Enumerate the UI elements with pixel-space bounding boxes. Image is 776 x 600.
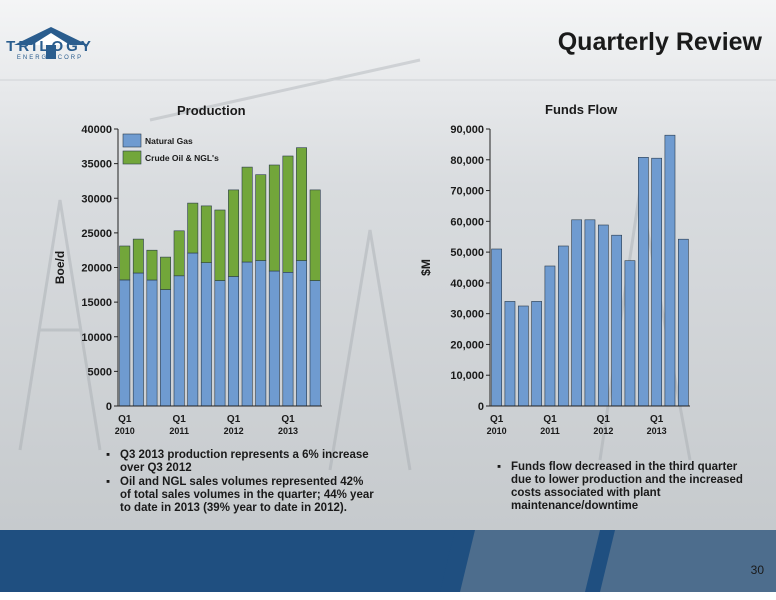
bar-s1-q2-2010 — [504, 301, 516, 407]
y-tick-label: 60,000 — [450, 216, 484, 228]
x-tick-quarter: Q1 — [490, 414, 504, 425]
bar-s1-q2-2013 — [664, 134, 676, 407]
y-tick-label: 20,000 — [450, 339, 484, 351]
bottom-photo-strip — [455, 530, 776, 592]
bar-s1-q1-2010 — [491, 248, 503, 407]
y-tick-label: 25000 — [81, 228, 112, 240]
bar-s2-q2-2013 — [296, 147, 307, 261]
x-tick-quarter: Q1 — [650, 414, 664, 425]
y-tick-label: 10000 — [81, 332, 112, 344]
y-tick-label: 40,000 — [450, 278, 484, 290]
y-tick-label: 15000 — [81, 297, 112, 309]
funds-flow-bullets: Funds flow decreased in the third quarte… — [497, 461, 757, 514]
x-tick-quarter: Q1 — [543, 414, 557, 425]
bar-s2-q4-2012 — [268, 164, 280, 272]
x-tick-year: 2011 — [540, 426, 560, 436]
x-tick-quarter: Q1 — [597, 414, 611, 425]
legend-label: Crude Oil & NGL's — [145, 153, 219, 163]
bar-s1-q1-2011 — [544, 265, 556, 407]
funds-flow-bullet-1: Funds flow decreased in the third quarte… — [497, 461, 757, 513]
bar-s1-q4-2011 — [584, 219, 596, 407]
bar-s2-q3-2011 — [200, 205, 212, 263]
y-tick-label: 30,000 — [450, 309, 484, 321]
y-axis-label: Boe/d — [53, 251, 67, 284]
x-tick-year: 2010 — [487, 426, 507, 436]
legend-swatch — [122, 133, 142, 148]
y-axis-label: $M — [419, 259, 433, 276]
x-tick-year: 2010 — [115, 426, 135, 436]
bar-s2-q1-2012 — [228, 189, 239, 277]
x-tick-year: 2013 — [278, 426, 298, 436]
legend-swatch — [122, 150, 142, 165]
bar-s2-q4-2011 — [214, 209, 226, 281]
x-tick-year: 2011 — [169, 426, 189, 436]
y-tick-label: 20000 — [81, 263, 112, 275]
logo-subtitle: ENERGY CORP — [16, 55, 84, 61]
legend-label: Natural Gas — [145, 136, 193, 146]
y-tick-label: 70,000 — [450, 186, 484, 198]
bar-s1-q4-2010 — [531, 301, 542, 407]
bar-s2-q3-2012 — [255, 174, 267, 261]
bar-s2-q2-2011 — [187, 202, 199, 254]
x-tick-quarter: Q1 — [227, 414, 241, 425]
bar-s1-q3-2011 — [571, 219, 582, 407]
x-tick-quarter: Q1 — [173, 414, 187, 425]
bar-s1-q4-2012 — [637, 157, 649, 407]
y-tick-label: 5000 — [88, 366, 112, 378]
y-tick-label: 90,000 — [450, 124, 484, 136]
bar-s1-q1-2012 — [597, 224, 609, 407]
bar-s2-q2-2012 — [241, 166, 253, 263]
bar-s1-q1-2013 — [651, 157, 662, 407]
bar-s2-q3-2010 — [146, 249, 158, 281]
bar-s1-q2-2011 — [557, 245, 569, 407]
y-tick-label: 80,000 — [450, 155, 484, 167]
y-tick-label: 40000 — [81, 124, 112, 136]
y-tick-label: 30000 — [81, 193, 112, 205]
bar-s1-q3-2012 — [624, 260, 636, 407]
y-tick-label: 0 — [478, 401, 484, 413]
x-tick-quarter: Q1 — [118, 414, 132, 425]
bar-s2-q1-2013 — [282, 155, 294, 273]
production-bullets: Q3 2013 production represents a 6% incre… — [106, 449, 376, 516]
funds-flow-chart-title: Funds Flow — [545, 102, 618, 117]
y-tick-label: 50,000 — [450, 247, 484, 259]
bar-s2-q1-2011 — [173, 230, 185, 277]
x-tick-quarter: Q1 — [281, 414, 295, 425]
bar-s2-q2-2010 — [132, 238, 144, 274]
x-tick-year: 2013 — [647, 426, 667, 436]
page-number: 30 — [750, 563, 764, 577]
slide-title: Quarterly Review — [557, 28, 762, 56]
bar-s2-q4-2010 — [160, 256, 171, 290]
production-bullet-2: Oil and NGL sales volumes represented 42… — [106, 476, 376, 515]
y-tick-label: 10,000 — [450, 370, 484, 382]
y-tick-label: 35000 — [81, 159, 112, 171]
logo-name: TRILOGY — [6, 38, 94, 55]
bar-s1-q2-2012 — [611, 234, 622, 407]
y-tick-label: 0 — [106, 401, 112, 413]
bar-s1-q3-2010 — [517, 305, 529, 407]
x-tick-year: 2012 — [224, 426, 244, 436]
production-chart-title: Production — [177, 103, 246, 118]
bar-s1-q3-2013 — [677, 238, 689, 407]
x-tick-year: 2012 — [593, 426, 613, 436]
bar-s2-q3-2013 — [309, 189, 321, 281]
bar-s2-q1-2010 — [119, 245, 131, 281]
trilogy-logo-icon — [14, 27, 88, 59]
production-bullet-1: Q3 2013 production represents a 6% incre… — [106, 449, 376, 475]
